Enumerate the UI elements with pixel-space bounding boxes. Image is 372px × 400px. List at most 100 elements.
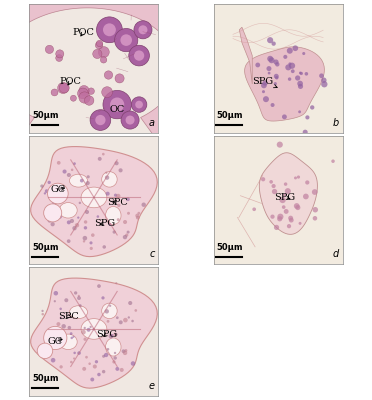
Circle shape <box>105 172 108 174</box>
Circle shape <box>297 176 300 179</box>
Circle shape <box>70 95 76 101</box>
Circle shape <box>267 56 273 62</box>
Circle shape <box>127 212 130 215</box>
Circle shape <box>270 103 275 107</box>
Circle shape <box>119 320 123 324</box>
Circle shape <box>282 114 287 119</box>
Circle shape <box>125 234 128 237</box>
Circle shape <box>51 358 55 362</box>
Circle shape <box>54 291 58 296</box>
Circle shape <box>79 86 89 96</box>
Circle shape <box>110 334 114 338</box>
Circle shape <box>134 21 152 39</box>
Ellipse shape <box>81 187 107 208</box>
Text: 50μm: 50μm <box>216 111 243 120</box>
Circle shape <box>274 74 279 79</box>
Text: d: d <box>333 249 339 259</box>
Circle shape <box>299 222 302 225</box>
Circle shape <box>272 42 276 46</box>
Ellipse shape <box>102 303 117 319</box>
Circle shape <box>84 96 94 105</box>
Polygon shape <box>245 47 324 121</box>
Circle shape <box>284 182 287 186</box>
Circle shape <box>298 84 303 89</box>
Circle shape <box>112 360 116 364</box>
Circle shape <box>67 173 71 177</box>
Ellipse shape <box>59 334 77 350</box>
Circle shape <box>141 202 146 207</box>
Text: e: e <box>148 381 154 391</box>
Circle shape <box>54 300 56 302</box>
Circle shape <box>93 49 102 58</box>
Circle shape <box>104 71 113 79</box>
Circle shape <box>54 202 57 205</box>
Circle shape <box>270 214 275 219</box>
Circle shape <box>297 81 303 86</box>
Text: 50μm: 50μm <box>32 242 58 252</box>
Circle shape <box>92 328 94 330</box>
Circle shape <box>71 168 73 171</box>
Circle shape <box>60 334 62 337</box>
Circle shape <box>115 333 118 336</box>
Circle shape <box>126 230 129 234</box>
Circle shape <box>114 194 117 197</box>
Circle shape <box>85 356 88 358</box>
Circle shape <box>115 161 119 165</box>
Circle shape <box>121 111 139 129</box>
Circle shape <box>60 316 62 319</box>
Ellipse shape <box>81 319 107 339</box>
Circle shape <box>70 337 73 339</box>
Circle shape <box>263 96 269 102</box>
Circle shape <box>129 45 150 66</box>
Text: GC: GC <box>48 337 63 346</box>
Circle shape <box>305 115 310 120</box>
Circle shape <box>138 25 147 34</box>
Circle shape <box>275 62 279 66</box>
Circle shape <box>77 88 88 99</box>
Circle shape <box>77 296 81 300</box>
Circle shape <box>115 74 124 83</box>
Circle shape <box>131 361 135 366</box>
Circle shape <box>44 326 67 350</box>
Circle shape <box>123 220 127 224</box>
Text: POC: POC <box>73 28 94 37</box>
Circle shape <box>252 208 256 211</box>
Circle shape <box>56 337 59 340</box>
Circle shape <box>70 219 74 223</box>
Circle shape <box>56 54 62 62</box>
Circle shape <box>305 180 310 184</box>
Circle shape <box>60 308 62 310</box>
Circle shape <box>292 45 298 51</box>
Text: 50μm: 50μm <box>216 242 243 252</box>
Circle shape <box>56 194 60 198</box>
Circle shape <box>113 356 117 360</box>
Circle shape <box>136 216 140 220</box>
Circle shape <box>303 194 309 199</box>
Circle shape <box>285 64 291 70</box>
Circle shape <box>109 305 111 307</box>
Ellipse shape <box>102 172 117 187</box>
Circle shape <box>109 334 113 338</box>
Ellipse shape <box>59 202 77 218</box>
Circle shape <box>60 365 63 368</box>
Circle shape <box>312 207 318 212</box>
Circle shape <box>288 216 293 221</box>
Circle shape <box>299 72 302 74</box>
Circle shape <box>75 223 79 228</box>
Circle shape <box>77 351 81 355</box>
Ellipse shape <box>70 174 87 187</box>
Circle shape <box>269 57 275 63</box>
Circle shape <box>58 215 62 219</box>
Circle shape <box>274 82 277 85</box>
Circle shape <box>97 373 101 376</box>
Circle shape <box>110 98 124 112</box>
Circle shape <box>95 42 103 49</box>
Circle shape <box>291 69 295 73</box>
Circle shape <box>117 204 121 207</box>
Circle shape <box>121 34 132 46</box>
Ellipse shape <box>106 206 121 224</box>
Circle shape <box>73 162 76 165</box>
Circle shape <box>97 17 122 43</box>
Circle shape <box>48 181 51 184</box>
Circle shape <box>90 326 92 328</box>
